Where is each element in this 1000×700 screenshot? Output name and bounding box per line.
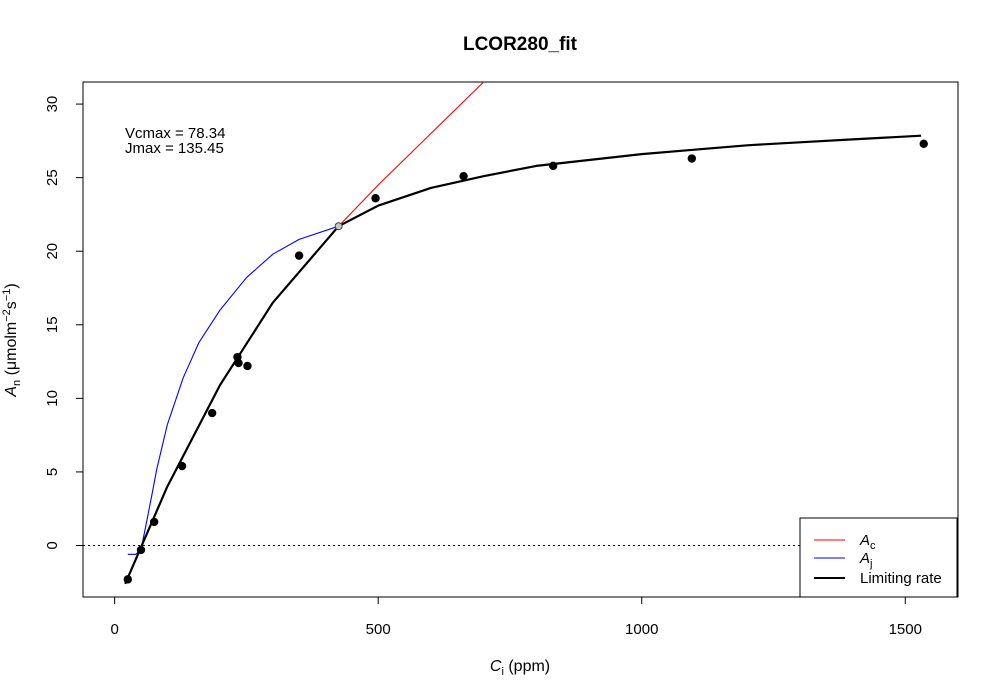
data-point	[459, 171, 468, 181]
x-tick-label: 0	[110, 621, 118, 638]
series-line-ac	[124, 82, 484, 585]
y-axis: 0 5 10 15 20 25 30	[44, 96, 84, 550]
y-axis-label: An (μmolm−2s−1)	[1, 283, 23, 397]
y-tick-label: 10	[44, 390, 61, 407]
data-point	[687, 154, 697, 163]
data-point	[123, 575, 133, 584]
series-layer	[83, 82, 958, 585]
legend-label-aj: Aj	[859, 550, 872, 570]
data-point	[207, 408, 217, 418]
points-layer	[123, 139, 928, 584]
data-point	[548, 161, 558, 171]
y-tick-label: 0	[44, 541, 61, 549]
legend-label-ac: Ac	[859, 532, 876, 552]
x-tick-label: 1000	[625, 621, 658, 638]
x-axis-label: Ci (ppm)	[490, 658, 550, 678]
y-tick-label: 20	[44, 243, 61, 260]
data-point	[234, 358, 243, 368]
data-point	[371, 194, 380, 203]
data-point	[919, 139, 928, 148]
data-point	[294, 251, 304, 260]
x-axis: 0 500 1000 1500	[110, 596, 922, 638]
y-tick-label: 5	[44, 468, 61, 476]
annotation-jmax: Jmax = 135.45	[125, 140, 224, 157]
x-tick-label: 1500	[889, 621, 922, 638]
y-tick-label: 30	[44, 96, 61, 113]
data-point	[149, 517, 159, 527]
annotation-vcmax: Vcmax = 78.34	[125, 125, 225, 142]
transition-point	[334, 222, 343, 231]
y-tick-label: 25	[44, 169, 61, 186]
legend-label-limiting: Limiting rate	[860, 570, 942, 587]
data-point	[136, 545, 146, 555]
y-tick-label: 15	[44, 316, 61, 333]
data-point	[243, 361, 252, 371]
data-point	[177, 461, 187, 471]
series-line-limiting-rate	[124, 134, 922, 585]
chart-title: LCOR280_fit	[463, 34, 578, 55]
legend: Ac Aj Limiting rate	[799, 517, 958, 598]
x-tick-label: 500	[366, 621, 391, 638]
